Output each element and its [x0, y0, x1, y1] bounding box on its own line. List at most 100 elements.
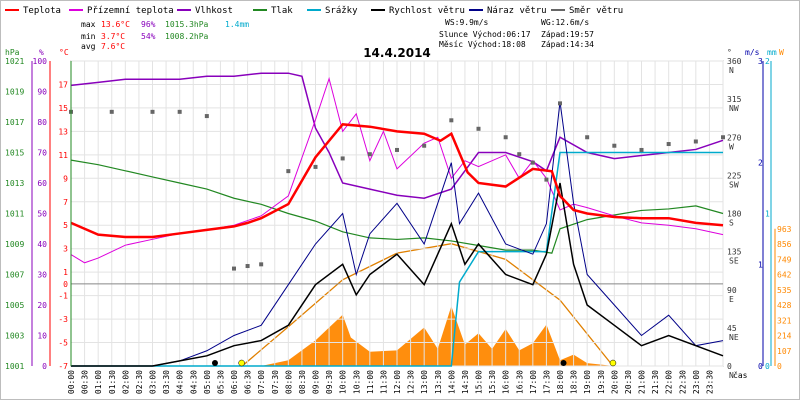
gust-line	[71, 101, 724, 367]
moon-rise: Měsíc Východ:18:08	[439, 40, 526, 49]
x-tick: 04:30	[189, 370, 198, 394]
stat-max-hum: 96%	[141, 20, 156, 29]
deg-tick-dir: NE	[729, 333, 739, 342]
x-tick: 08:00	[284, 370, 293, 394]
wind-dir-point	[245, 264, 250, 269]
x-tick: 14:30	[461, 370, 470, 394]
wm2-axis-label: W	[779, 48, 784, 57]
wind-dir-point	[517, 152, 522, 157]
x-tick: 17:30	[542, 370, 551, 394]
x-tick: 10:00	[339, 370, 348, 394]
humidity-line	[70, 72, 724, 200]
hpa-tick: 1009	[5, 240, 24, 249]
legend-entry: Náraz větru	[487, 6, 547, 16]
deg-tick-dir: W	[729, 142, 734, 151]
deg-tick: 0	[727, 362, 732, 371]
pct-tick: 40	[37, 240, 47, 249]
x-tick: 23:00	[692, 370, 701, 394]
wind-speed-line	[71, 182, 724, 367]
degc-tick: 5	[63, 221, 68, 230]
deg-tick: 360	[727, 57, 742, 66]
series-lines	[69, 72, 725, 367]
x-tick: 00:30	[81, 370, 90, 394]
stat-avg-temp: 7.6°C	[101, 42, 125, 51]
wind-dir-point	[422, 143, 427, 148]
x-tick: 13:00	[420, 370, 429, 394]
degc-tick: 13	[58, 127, 68, 136]
degc-tick: 15	[58, 104, 68, 113]
stat-max-temp: 13.6°C	[101, 20, 130, 29]
wm2-tick: 856	[777, 240, 792, 249]
x-tick: 14:00	[447, 370, 456, 394]
pct-tick: 100	[33, 57, 48, 66]
pct-tick: 20	[37, 301, 47, 310]
stat-label: avg	[81, 42, 96, 51]
pct-tick: 30	[37, 271, 47, 280]
wm2-tick: 749	[777, 255, 792, 264]
wm2-tick: 0	[777, 362, 782, 371]
stats-panel: max 13.6°C 96% 1015.3hPa 1.4mm min 3.7°C 54% 100…	[81, 18, 594, 51]
pct-tick: 10	[37, 332, 47, 341]
wind-dir-point	[449, 118, 454, 123]
degc-tick: -7	[58, 362, 68, 371]
pct-tick: 70	[37, 149, 47, 158]
legend-entry: Teplota	[23, 6, 61, 16]
ms-tick: 3	[758, 57, 763, 66]
degc-tick: 3	[63, 245, 68, 254]
x-tick: 03:30	[162, 370, 171, 394]
x-tick: 20:30	[624, 370, 633, 394]
wind-dir-point	[340, 156, 345, 161]
hpa-tick: 1015	[5, 149, 24, 158]
wind-dir-point	[109, 109, 114, 114]
deg-tick: 180	[727, 210, 742, 219]
hpa-tick: 1007	[5, 271, 24, 280]
x-tick: 06:00	[230, 370, 239, 394]
wind-dir-point	[693, 139, 698, 144]
deg-tick: 225	[727, 171, 742, 180]
hpa-tick: 1011	[5, 210, 24, 219]
wind-dir-point	[367, 152, 372, 157]
hpa-tick: 1013	[5, 179, 24, 188]
legend-entry: Rychlost větru	[389, 6, 465, 16]
mm-tick: 0	[765, 362, 770, 371]
wind-dir-point	[232, 266, 236, 271]
temperature-line	[70, 123, 724, 239]
x-tick: 15:30	[488, 370, 497, 394]
x-tick: 21:00	[638, 370, 647, 394]
x-tick: 18:00	[556, 370, 565, 394]
pct-tick: 90	[37, 88, 47, 97]
pct-tick: 60	[37, 179, 47, 188]
chart-title: 14.4.2014	[363, 46, 431, 60]
deg-tick-dir: E	[729, 295, 734, 304]
wind-dir-point	[585, 135, 590, 140]
degc-tick: 7	[63, 198, 68, 207]
deg-tick-dir: S	[729, 219, 734, 228]
x-tick: 12:00	[393, 370, 402, 394]
x-tick: 05:00	[203, 370, 212, 394]
x-tick: 03:00	[149, 370, 158, 394]
x-tick: 01:30	[108, 370, 117, 394]
x-tick: 04:00	[176, 370, 185, 394]
wind-dir-point	[639, 147, 644, 152]
x-tick: 11:30	[379, 370, 388, 394]
legend-entry: Tlak	[271, 6, 293, 16]
legend-entry: Srážky	[325, 6, 358, 16]
wm2-tick: 642	[777, 271, 792, 280]
wind-dir-point	[395, 147, 399, 152]
x-tick: 08:30	[298, 370, 307, 394]
wind-wg: WG:12.6m/s	[541, 18, 589, 27]
degc-zero-tick: 0	[63, 280, 68, 289]
wind-dir-point	[544, 177, 549, 182]
x-tick: 06:30	[244, 370, 253, 394]
moonset-marker	[211, 360, 218, 366]
wind-dir-point	[150, 109, 155, 114]
legend: Teplota Přízemní teplota Vlhkost Tlak Srážky…	[5, 6, 623, 16]
x-tick: 02:00	[121, 370, 130, 394]
legend-entry: Směr větru	[569, 6, 623, 16]
degc-tick: -1	[58, 292, 68, 301]
sunset-marker	[609, 359, 617, 367]
hpa-tick: 1021	[5, 57, 24, 66]
wm2-tick: 535	[777, 286, 792, 295]
